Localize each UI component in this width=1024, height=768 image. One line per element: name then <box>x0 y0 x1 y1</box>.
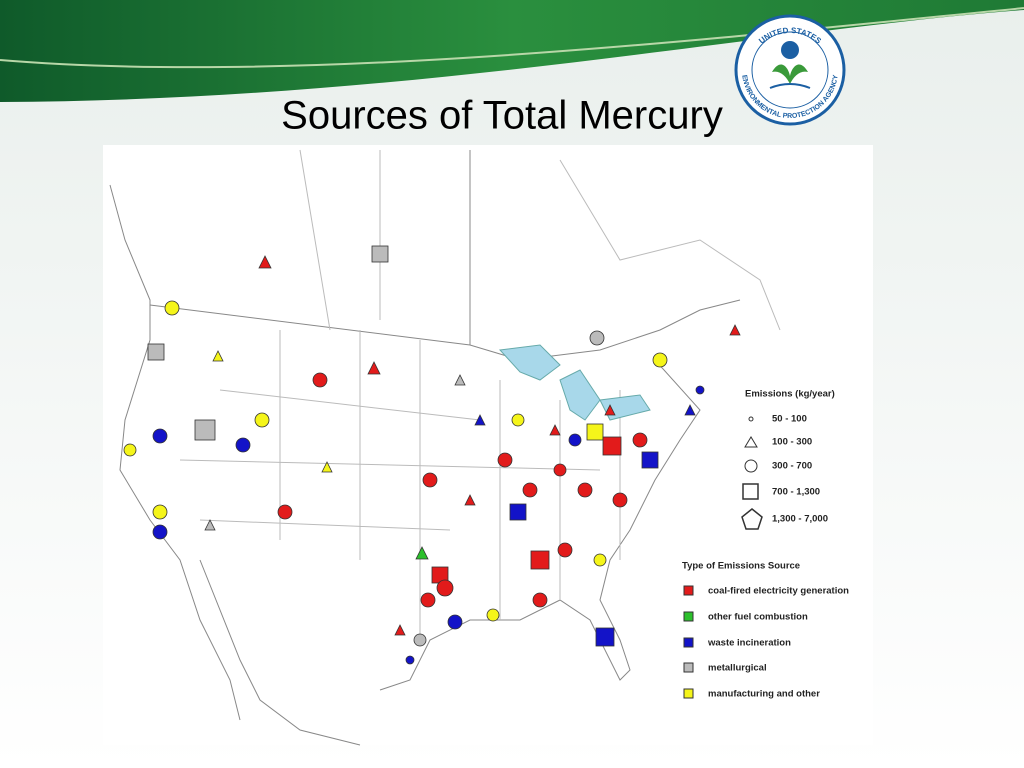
emission-marker <box>420 592 436 608</box>
map-panel <box>103 145 873 745</box>
emission-marker <box>258 255 272 269</box>
size-label: 700 - 1,300 <box>772 487 820 498</box>
type-label: coal-fired electricity generation <box>708 586 849 597</box>
emission-marker <box>641 451 659 469</box>
province-lines <box>299 149 781 331</box>
type-label: waste incineration <box>707 638 791 649</box>
type-swatch <box>683 611 694 622</box>
size-symbol <box>744 436 758 448</box>
emission-marker <box>464 494 476 506</box>
header-swoosh <box>0 7 1024 69</box>
logo-inner <box>751 31 829 109</box>
emission-marker <box>235 437 251 453</box>
emission-marker <box>589 330 605 346</box>
emission-marker <box>415 546 429 560</box>
emission-marker <box>474 414 486 426</box>
emission-marker <box>321 461 333 473</box>
emission-marker <box>530 550 550 570</box>
type-swatch <box>683 637 694 648</box>
emission-marker <box>152 504 168 520</box>
logo-sun <box>781 41 799 59</box>
legend: Emissions (kg/year) 50 - 100 100 - 300 3… <box>682 389 849 700</box>
emission-marker <box>729 324 741 336</box>
emission-marker <box>612 492 628 508</box>
emission-marker <box>454 374 466 386</box>
emission-marker <box>549 424 561 436</box>
emission-marker <box>212 350 224 362</box>
epa-logo: UNITED STATES ENVIRONMENTAL PROTECTION A… <box>734 14 846 126</box>
type-label: metallurgical <box>708 663 767 674</box>
emission-marker <box>147 343 165 361</box>
emission-marker <box>684 404 696 416</box>
emission-marker <box>632 432 648 448</box>
emission-marker <box>486 608 500 622</box>
emission-marker <box>553 463 567 477</box>
emission-marker <box>204 519 216 531</box>
us-canada-border <box>149 150 741 361</box>
emission-marker <box>194 419 216 441</box>
emission-marker <box>371 245 389 263</box>
emission-marker <box>123 443 137 457</box>
emission-marker <box>422 472 438 488</box>
emission-marker <box>413 633 427 647</box>
type-swatch <box>683 688 694 699</box>
state-lines <box>179 330 621 640</box>
emission-marker <box>509 503 527 521</box>
emission-marker <box>522 482 538 498</box>
emission-marker <box>312 372 328 388</box>
size-label: 100 - 300 <box>772 437 812 448</box>
size-symbol <box>742 483 759 500</box>
size-label: 1,300 - 7,000 <box>772 514 828 525</box>
emission-markers <box>123 245 741 665</box>
emission-marker <box>277 504 293 520</box>
size-symbol <box>744 459 758 473</box>
emission-marker <box>604 404 616 416</box>
type-swatch <box>683 662 694 673</box>
emission-marker <box>511 413 525 427</box>
type-label: other fuel combustion <box>708 612 808 623</box>
emission-marker <box>695 385 705 395</box>
west-coast <box>109 184 361 746</box>
type-label: manufacturing and other <box>708 689 820 700</box>
emission-marker <box>497 452 513 468</box>
emission-marker <box>532 592 548 608</box>
emission-marker <box>436 579 454 597</box>
emission-marker <box>586 423 604 441</box>
map <box>109 149 781 746</box>
emission-marker <box>152 428 168 444</box>
emission-marker <box>254 412 270 428</box>
emission-marker <box>595 627 615 647</box>
emission-marker <box>652 352 668 368</box>
emission-marker <box>367 361 381 375</box>
type-swatch <box>683 585 694 596</box>
logo-water <box>769 83 811 89</box>
emission-marker <box>152 524 168 540</box>
size-label: 50 - 100 <box>772 414 807 425</box>
size-label: 300 - 700 <box>772 461 812 472</box>
emission-marker <box>447 614 463 630</box>
logo-leaves <box>772 64 808 84</box>
emission-marker <box>405 655 415 665</box>
emission-marker <box>557 542 573 558</box>
emission-marker <box>577 482 593 498</box>
emission-marker <box>593 553 607 567</box>
emission-marker <box>602 436 622 456</box>
emission-marker <box>568 433 582 447</box>
type-legend-title: Type of Emissions Source <box>682 561 800 572</box>
slide-title: Sources of Total Mercury <box>281 94 723 138</box>
emission-marker <box>164 300 180 316</box>
size-legend-title: Emissions (kg/year) <box>745 389 835 400</box>
size-symbol <box>741 508 763 530</box>
size-symbol <box>748 416 754 422</box>
emission-marker <box>394 624 406 636</box>
